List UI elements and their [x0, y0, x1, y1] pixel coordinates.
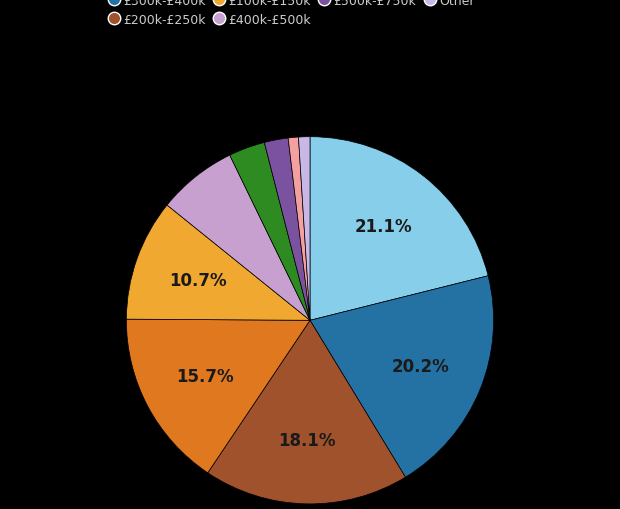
Text: 21.1%: 21.1% — [355, 218, 412, 236]
Text: 18.1%: 18.1% — [278, 431, 336, 449]
Wedge shape — [310, 276, 494, 477]
Text: 10.7%: 10.7% — [169, 272, 226, 290]
Wedge shape — [230, 143, 310, 321]
Wedge shape — [126, 206, 310, 321]
Wedge shape — [298, 137, 310, 321]
Legend: £250k-£300k, £300k-£400k, £200k-£250k, £150k-£200k, £100k-£150k, £400k-£500k, £5: £250k-£300k, £300k-£400k, £200k-£250k, £… — [105, 0, 515, 34]
Text: 15.7%: 15.7% — [175, 367, 233, 385]
Wedge shape — [288, 138, 310, 321]
Wedge shape — [264, 139, 310, 321]
Wedge shape — [310, 137, 488, 321]
Text: 20.2%: 20.2% — [391, 357, 450, 375]
Wedge shape — [208, 321, 405, 504]
Wedge shape — [167, 156, 310, 321]
Wedge shape — [126, 320, 310, 473]
